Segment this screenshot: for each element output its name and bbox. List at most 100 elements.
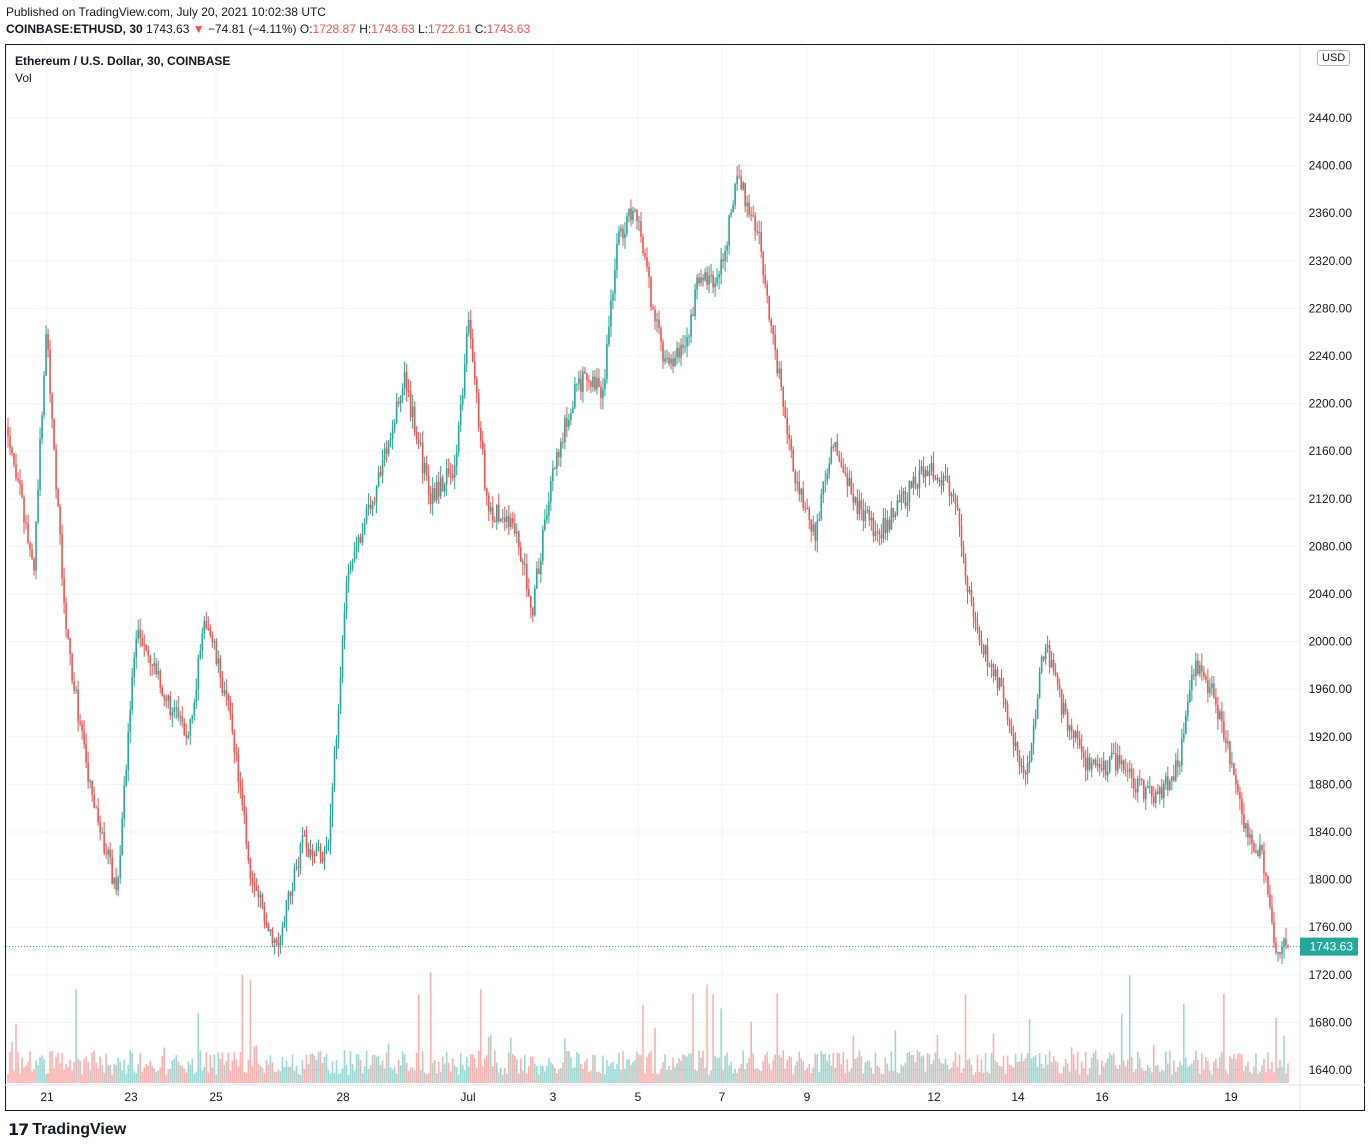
candle-body: [385, 448, 388, 455]
open-value: 1728.87: [312, 22, 356, 36]
candle-body: [1002, 686, 1005, 700]
volume-bar: [1042, 1067, 1045, 1083]
candle-body: [427, 475, 430, 494]
candle-body: [437, 481, 440, 497]
candle-body: [1138, 778, 1141, 780]
candle-body: [956, 504, 959, 509]
volume-bar: [728, 1065, 730, 1083]
volume-bar: [1169, 1050, 1171, 1083]
volume-bar: [682, 1054, 684, 1083]
volume-bar: [850, 1068, 853, 1083]
volume-bar: [574, 1067, 576, 1083]
volume-bar: [1060, 1073, 1063, 1083]
candle-body: [237, 754, 240, 782]
candle-body: [758, 231, 760, 233]
volume-bar: [790, 1057, 793, 1083]
candle-body: [353, 551, 356, 562]
y-tick-label: 2160.00: [1309, 444, 1353, 458]
volume-bar: [11, 1041, 13, 1083]
candle-body: [1185, 715, 1187, 734]
candle-body: [712, 274, 714, 288]
volume-bar: [63, 1069, 65, 1083]
volume-bar: [141, 1071, 144, 1083]
volume-bar: [29, 1051, 31, 1083]
candle-body: [906, 502, 909, 506]
volume-bar: [101, 1064, 103, 1083]
candle-body: [1122, 760, 1125, 770]
volume-bar: [359, 1059, 362, 1083]
candle-body: [724, 250, 726, 262]
candle-body: [31, 548, 33, 559]
chart-frame[interactable]: [5, 44, 1365, 1111]
candle-body: [53, 419, 55, 450]
volume-bar: [664, 1054, 666, 1083]
candle-body: [926, 470, 929, 476]
volume-bar: [1175, 1072, 1177, 1083]
candle-body: [1114, 753, 1117, 771]
candle-body: [1010, 726, 1013, 734]
candle-body: [285, 900, 288, 923]
candle-body: [187, 735, 190, 738]
volume-bar: [511, 1053, 514, 1083]
volume-bar: [936, 1035, 939, 1083]
candle-body: [922, 466, 925, 478]
candle-body: [1267, 875, 1269, 895]
candle-body: [1273, 922, 1275, 943]
x-tick-label: 25: [209, 1090, 223, 1104]
volume-bar: [209, 1054, 212, 1083]
volume-bar: [253, 1046, 256, 1083]
candle-body: [542, 529, 544, 561]
candle-body: [918, 470, 921, 489]
volume-bar: [904, 1062, 907, 1083]
footer-branding[interactable]: 𝟭𝟳 TradingView: [8, 1120, 126, 1140]
volume-bar: [964, 994, 967, 1083]
volume-bar: [347, 1074, 350, 1083]
volume-bar: [401, 1051, 404, 1083]
volume-bar: [1221, 1052, 1223, 1083]
candle-body: [1062, 703, 1065, 715]
candle-body: [634, 210, 636, 212]
volume-bar: [1187, 1067, 1189, 1083]
volume-bar: [321, 1063, 324, 1083]
volume-bar: [421, 1051, 424, 1083]
candle-body: [800, 488, 803, 495]
volume-bar: [395, 1073, 398, 1083]
candle-body: [95, 807, 97, 809]
candle-body: [201, 633, 204, 652]
candle-body: [904, 491, 907, 506]
candle-body: [1056, 675, 1059, 685]
volume-bar: [864, 1062, 867, 1083]
candle-body: [505, 515, 508, 522]
volume-bar: [475, 1067, 478, 1083]
volume-bar: [780, 1057, 783, 1083]
candle-body: [319, 846, 322, 859]
volume-bar: [129, 1050, 131, 1083]
candle-body: [680, 344, 682, 358]
volume-bar: [293, 1071, 296, 1083]
volume-bar: [1134, 1069, 1137, 1083]
volume-bar: [187, 1061, 190, 1083]
candle-body: [844, 471, 847, 474]
candle-body: [754, 215, 756, 231]
candle-body: [103, 832, 105, 854]
candle-body: [548, 501, 550, 516]
volume-bar: [1241, 1054, 1243, 1083]
volume-bar: [872, 1073, 875, 1083]
volume-bar: [269, 1055, 272, 1083]
volume-bar: [782, 1050, 785, 1083]
candle-body: [515, 531, 518, 534]
volume-bar: [447, 1063, 450, 1083]
volume-bar: [1092, 1052, 1095, 1083]
candle-body: [477, 392, 480, 428]
currency-badge[interactable]: USD: [1317, 50, 1351, 66]
volume-bar: [1249, 1071, 1251, 1083]
volume-bar: [1165, 1051, 1167, 1083]
candle-body: [834, 442, 837, 447]
candle-body: [1161, 787, 1163, 799]
candle-body: [501, 517, 504, 519]
volume-bar: [754, 1069, 756, 1083]
volume-bar: [59, 1063, 61, 1083]
volume-bar: [249, 980, 252, 1083]
candle-body: [77, 689, 79, 722]
